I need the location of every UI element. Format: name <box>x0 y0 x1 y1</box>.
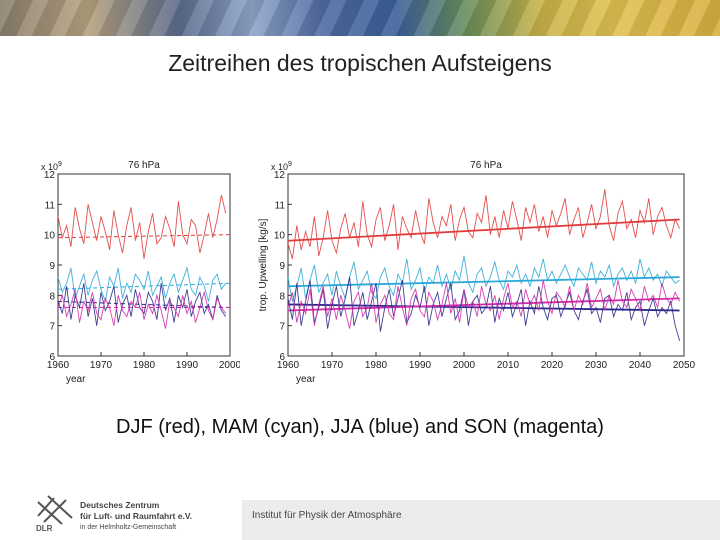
chart1-x-tick-label: 2000 <box>453 360 476 371</box>
chart1-y-tick-label: 12 <box>274 170 286 181</box>
chart0-y-tick-label: 6 <box>49 352 55 363</box>
footer-bar <box>242 500 720 540</box>
chart0-series-SON <box>57 289 227 329</box>
chart0-plot-frame <box>57 173 231 357</box>
chart0-x-tick-label: 1990 <box>176 360 199 371</box>
chart1-x-tick-label: 1980 <box>365 360 388 371</box>
chart1-y-tick-label: 10 <box>274 231 286 242</box>
chart1-x-tick-label: 2030 <box>585 360 608 371</box>
chart1-series-SON <box>287 280 681 329</box>
chart1-y-tick-label: 9 <box>279 261 285 272</box>
chart1-plot-frame <box>287 173 685 357</box>
chart0-x-tick-label: 1960 <box>47 360 70 371</box>
footer-institute: Institut für Physik der Atmosphäre <box>252 510 402 521</box>
chart0-series-MAM <box>57 266 227 304</box>
chart1-trend-DJF <box>287 218 680 242</box>
chart1-y-tick-label: 8 <box>279 291 285 302</box>
dlr-logo-text: Deutsches Zentrum für Luft- und Raumfahr… <box>80 500 192 533</box>
chart1-trend-MAM <box>287 276 680 288</box>
chart0-series-DJF <box>57 195 227 259</box>
chart1-x-tick-label: 1970 <box>321 360 344 371</box>
chart-right-1960-2050: trop. Upwelling [kg/s] x 109 76 hPa 6 7 8 9 10 1… <box>258 160 696 385</box>
chart0-y-tick-label: 11 <box>45 200 56 211</box>
slide-title: Zeitreihen des tropischen Aufsteigens <box>168 50 552 76</box>
chart1-y-tick-label: 7 <box>279 322 285 333</box>
logo-acronym: DLR <box>36 524 53 532</box>
chart1-x-axis-label: year <box>296 374 316 385</box>
chart1-x-tick-label: 2020 <box>541 360 564 371</box>
chart0-x-tick-label: 2000 <box>219 360 240 371</box>
chart0-y-tick-label: 8 <box>49 291 55 302</box>
chart0-x-axis-label: year <box>66 374 86 385</box>
chart0-y-tick-label: 9 <box>49 261 55 272</box>
logo-line-2: für Luft- und Raumfahrt e.V. <box>80 511 193 521</box>
chart0-x-tick-label: 1980 <box>133 360 156 371</box>
logo-line-1: Deutsches Zentrum <box>80 500 160 510</box>
chart1-y-tick-label: 6 <box>279 352 285 363</box>
chart1-y-exponent-label: x 109 <box>271 161 292 172</box>
chart0-y-exponent-label: x 109 <box>41 161 62 172</box>
chart1-x-tick-label: 2050 <box>673 360 696 371</box>
banner-texture <box>0 0 720 36</box>
chart0-x-tick-label: 1970 <box>90 360 113 371</box>
chart1-x-tick-label: 1960 <box>277 360 300 371</box>
chart0-y-tick-label: 7 <box>49 322 55 333</box>
chart1-y-exponent-power: 9 <box>288 161 292 168</box>
chart1-x-tick-label: 1990 <box>409 360 432 371</box>
dlr-logo-icon: DLR <box>36 495 73 532</box>
chart0-trend-DJF <box>57 234 231 239</box>
chart0-title: 76 hPa <box>128 160 160 171</box>
chart1-x-tick-label: 2040 <box>629 360 652 371</box>
chart1-series-DJF <box>287 189 681 260</box>
chart1-series-JJA <box>287 277 681 341</box>
chart1-y-axis-label: trop. Upwelling [kg/s] <box>258 218 269 311</box>
season-caption: DJF (red), MAM (cyan), JJA (blue) and SO… <box>116 416 604 438</box>
chart1-y-tick-label: 11 <box>275 200 286 211</box>
chart1-title: 76 hPa <box>470 160 502 171</box>
chart1-series-MAM <box>287 255 680 302</box>
chart0-series-JJA <box>57 283 227 326</box>
chart0-y-exponent-power: 9 <box>58 161 62 168</box>
chart0-y-tick-label: 10 <box>44 231 56 242</box>
chart0-y-tick-label: 12 <box>44 170 56 181</box>
logo-line-3: in der Helmholtz-Gemeinschaft <box>80 524 177 531</box>
chart1-x-tick-label: 2010 <box>497 360 520 371</box>
header-banner <box>0 0 720 36</box>
